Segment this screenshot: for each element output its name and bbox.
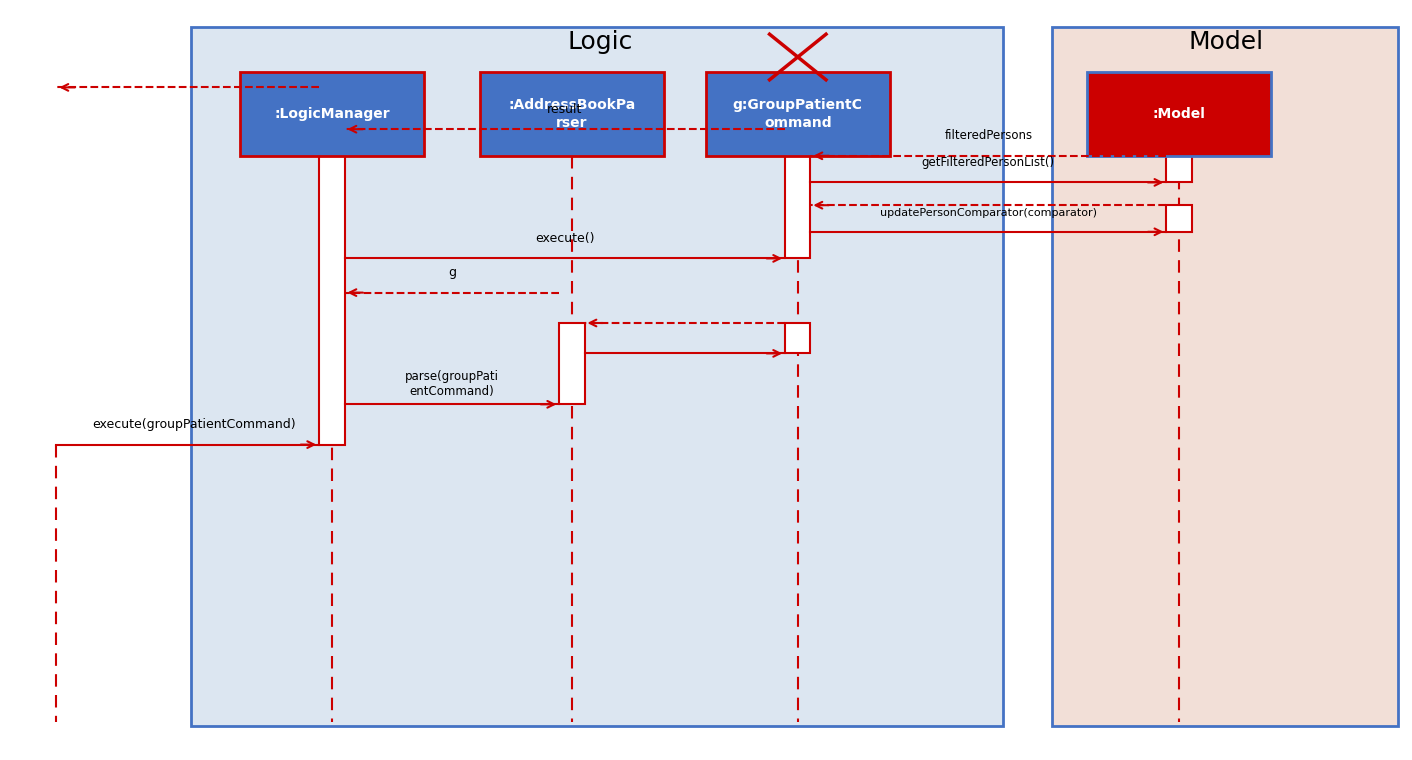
FancyBboxPatch shape [785, 323, 810, 353]
FancyBboxPatch shape [240, 72, 424, 156]
Text: execute(): execute() [535, 232, 594, 245]
FancyBboxPatch shape [559, 323, 585, 404]
Text: :AddressBookPa
rser: :AddressBookPa rser [508, 98, 635, 130]
FancyBboxPatch shape [785, 125, 810, 258]
FancyBboxPatch shape [1166, 205, 1192, 232]
Text: :Model: :Model [1152, 107, 1206, 121]
Text: :LogicManager: :LogicManager [274, 107, 390, 121]
Text: Logic: Logic [568, 30, 633, 54]
FancyBboxPatch shape [1087, 72, 1271, 156]
Text: updatePersonComparator(comparator): updatePersonComparator(comparator) [880, 208, 1097, 218]
FancyBboxPatch shape [191, 27, 1003, 726]
FancyBboxPatch shape [480, 72, 664, 156]
Text: g:GroupPatientC
ommand: g:GroupPatientC ommand [733, 98, 863, 130]
Text: filteredPersons: filteredPersons [945, 129, 1032, 142]
Text: parse(groupPati
entCommand): parse(groupPati entCommand) [405, 370, 498, 398]
Text: result: result [546, 103, 583, 116]
FancyBboxPatch shape [319, 87, 345, 445]
FancyBboxPatch shape [706, 72, 890, 156]
FancyBboxPatch shape [1052, 27, 1398, 726]
Text: g: g [448, 266, 456, 279]
Text: Model: Model [1187, 30, 1264, 54]
Text: getFilteredPersonList(): getFilteredPersonList() [922, 156, 1055, 169]
FancyBboxPatch shape [1166, 156, 1192, 182]
Text: execute(groupPatientCommand): execute(groupPatientCommand) [92, 418, 297, 431]
